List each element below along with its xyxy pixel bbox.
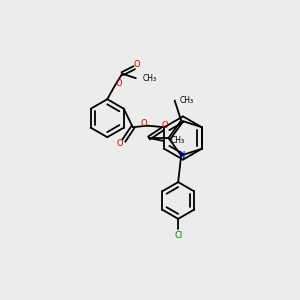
Text: CH₃: CH₃ xyxy=(171,136,185,146)
Text: N: N xyxy=(178,151,184,160)
Text: CH₃: CH₃ xyxy=(142,74,157,83)
Text: O: O xyxy=(141,119,148,128)
Text: CH₃: CH₃ xyxy=(180,96,194,105)
Text: O: O xyxy=(134,60,141,69)
Text: O: O xyxy=(162,121,168,130)
Text: Cl: Cl xyxy=(174,231,182,240)
Text: O: O xyxy=(117,139,124,148)
Text: O: O xyxy=(115,80,122,88)
